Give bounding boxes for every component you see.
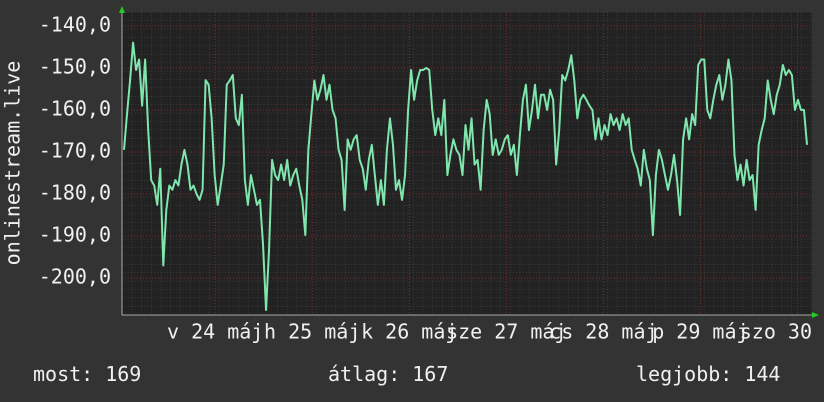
series [123,41,808,311]
y-tick-label: -190,0 [39,222,111,246]
x-tick-label: h 25 máj [264,320,360,344]
y-tick-label: -200,0 [39,265,111,289]
stat-label: legjobb: [636,362,732,386]
x-tick-label: sze 27 máj [446,320,566,344]
y-tick-label: -150,0 [39,54,111,78]
stats: most: 169 átlag: 167 legjobb: 144 [33,362,780,386]
stat-label: átlag: [328,362,400,386]
series-line [123,41,808,311]
x-tick-label: v 24 máj [167,320,263,344]
stat: legjobb: 144 [636,362,780,386]
x-tick-label: p 29 máj [652,320,748,344]
y-tick-label: -170,0 [39,138,111,162]
stat: most: 169 [33,362,141,386]
y-arrow [119,6,125,13]
minor-grid [122,12,812,315]
stat-value: 169 [105,362,141,386]
grid [122,12,812,315]
stat-label: most: [33,362,93,386]
x-tick-label: cs 28 máj [549,320,657,344]
stat-value: 144 [744,362,780,386]
stat-value: 167 [412,362,448,386]
y-tick-label: -160,0 [39,96,111,120]
stat: átlag: 167 [328,362,448,386]
y-axis-label: onlinestream.live [1,61,25,266]
y-tick-label: -140,0 [39,12,111,36]
labels: -140,0 -150,0 -160,0 -170,0 -180,0 -190,0 -200… [39,12,812,343]
y-tick-label: -180,0 [39,180,111,204]
x-tick-label: szo 30 [740,320,812,344]
x-arrow [812,312,819,318]
x-tick-label: k 26 máj [361,320,457,344]
